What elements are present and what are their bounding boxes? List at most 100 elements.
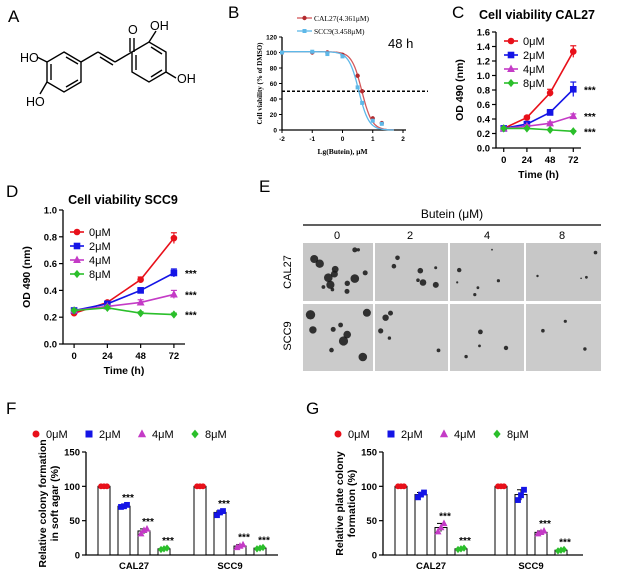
- f-y-tick-label: 50: [69, 516, 80, 527]
- f-legend-label-2: 4μM: [152, 429, 174, 441]
- d-data-point: [136, 298, 145, 306]
- panel-label-c: C: [452, 3, 464, 22]
- hydroxyl-group-1: HO: [20, 51, 39, 65]
- c-chart-title: Cell viability CAL27: [479, 8, 595, 22]
- g-bar: [394, 485, 408, 556]
- colony: [362, 270, 368, 276]
- f-legend-label-0: 0μM: [46, 429, 68, 441]
- colony: [491, 248, 493, 251]
- colony: [583, 347, 587, 351]
- b-point-scc9: [310, 49, 315, 54]
- b-point-scc9: [325, 52, 330, 57]
- b-x-tick-label: -2: [279, 136, 285, 143]
- c-series-line-3: [503, 127, 574, 133]
- colony: [391, 263, 397, 269]
- f-y-tick-label: 0: [75, 551, 80, 562]
- d-y-tick-label: 0.0: [44, 340, 57, 351]
- c-y-axis-title: OD 490 (nm): [454, 59, 466, 121]
- chart-b-viability-curve: 0 20 40 60 80 100 120 -2 -1 0 1 2 Lg(Butein), μM Cell…: [256, 14, 428, 156]
- d-legend-marker-0: [73, 228, 81, 236]
- c-y-tick-label: 0.4: [477, 115, 491, 126]
- c-y-tick-label: 1.0: [477, 71, 490, 82]
- c-data-point: [523, 114, 531, 121]
- g-y-tick-label: 50: [366, 516, 377, 527]
- g-legend-label-2: 4μM: [454, 429, 476, 441]
- b-x-tick-label: 0: [341, 136, 345, 143]
- c-y-tick-label: 1.2: [477, 57, 490, 68]
- g-replicate-point: [521, 486, 527, 493]
- vinyl-chain: [80, 51, 99, 63]
- f-bar: [117, 505, 131, 556]
- colony: [541, 328, 545, 333]
- g-bar: [514, 494, 528, 556]
- colony: [395, 255, 400, 261]
- colony: [387, 336, 392, 340]
- f-category-label-1: SCC9: [217, 561, 242, 572]
- colony: [330, 270, 338, 278]
- d-y-tick-label: 1.0: [44, 206, 57, 217]
- colony: [344, 280, 350, 286]
- micrograph-cal27-4: [450, 243, 524, 301]
- g-legend-marker-0: [334, 430, 342, 438]
- f-replicate-point: [143, 524, 151, 532]
- d-y-tick-label: 0.2: [44, 313, 57, 324]
- f-bar: [213, 511, 227, 556]
- chart-d-scc9-viability: Cell viability SCC9 0.0 0.2 0.4 0.6 0.8 1.0 0 24…: [21, 193, 197, 377]
- c-x-tick-label: 0: [501, 155, 506, 166]
- d-y-tick-label: 0.8: [44, 232, 57, 243]
- f-legend-marker-3: [191, 429, 199, 439]
- d-data-point: [170, 289, 178, 298]
- f-legend-label-1: 2μM: [99, 429, 121, 441]
- b-y-tick-label: 0: [273, 128, 277, 135]
- colony: [343, 330, 352, 339]
- colony: [338, 336, 349, 346]
- b-y-tick-label: 80: [270, 66, 278, 73]
- c-data-point: [500, 124, 508, 133]
- f-replicate-point: [137, 529, 145, 537]
- colony: [324, 273, 333, 283]
- b-x-tick-label: 2: [401, 136, 405, 143]
- colony: [417, 267, 424, 274]
- colony: [338, 322, 343, 328]
- colony: [536, 274, 539, 278]
- b-y-tick-label: 60: [270, 81, 278, 88]
- b-y-tick-label: 120: [266, 35, 277, 42]
- d-data-point: [137, 309, 145, 318]
- b-x-tick-label: -1: [309, 136, 315, 143]
- c-data-point: [546, 125, 554, 135]
- colony: [478, 329, 483, 335]
- c-x-tick-label: 72: [568, 155, 579, 166]
- colony: [388, 310, 393, 316]
- b-fit-curve-1: [282, 51, 394, 131]
- chart-c-cal27-viability: Cell viability CAL27 0.0 0.2 0.4 0.6 0.8 1.0 1.…: [454, 8, 596, 181]
- c-y-tick-label: 1.4: [477, 42, 491, 53]
- d-data-point: [170, 234, 178, 242]
- b-point-cal27: [359, 89, 365, 94]
- c-y-tick-label: 1.6: [477, 28, 490, 39]
- colony: [456, 281, 459, 284]
- panel-label-g: G: [306, 399, 319, 418]
- b-legend-marker-scc9: [302, 29, 307, 33]
- butein-structure: [36, 30, 177, 95]
- colony: [496, 279, 500, 283]
- f-significance: ***: [162, 536, 174, 547]
- b-point-scc9: [280, 50, 284, 55]
- colony: [356, 248, 360, 252]
- colony: [419, 279, 427, 286]
- g-significance: ***: [539, 519, 551, 530]
- c-data-point: [569, 85, 577, 93]
- g-axes: [382, 452, 583, 556]
- b-point-scc9: [355, 85, 360, 90]
- d-y-tick-label: 0.4: [44, 286, 58, 297]
- d-data-point: [170, 269, 178, 277]
- colony: [310, 255, 319, 263]
- micrograph-cal27-8: [526, 243, 601, 301]
- b-y-tick-label: 20: [270, 112, 278, 119]
- left-benzene-ring: [46, 51, 82, 93]
- colony: [329, 347, 334, 353]
- carbonyl-oxygen: O: [128, 23, 138, 37]
- colony: [563, 319, 567, 323]
- colony: [436, 348, 441, 353]
- g-y-axis-title-line-0: Relative plate colony: [334, 451, 346, 556]
- f-category-label-0: CAL27: [119, 561, 149, 572]
